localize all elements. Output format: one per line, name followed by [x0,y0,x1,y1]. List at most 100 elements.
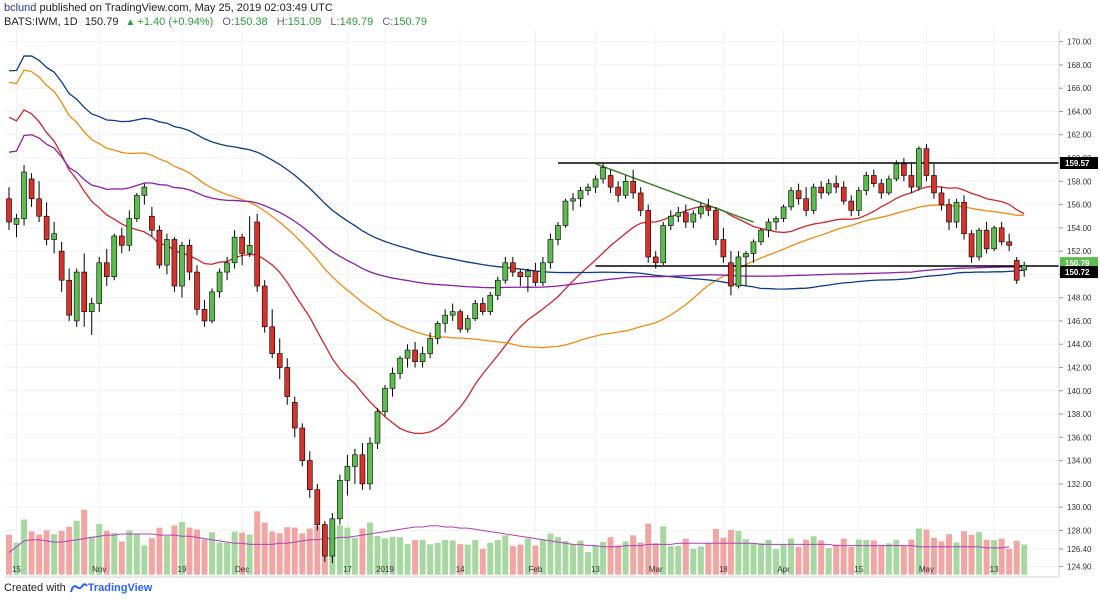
candle-body [818,186,824,194]
candle [13,213,20,238]
volume-bar [946,534,952,575]
candle [103,248,110,287]
volume-bar [224,542,231,575]
candle-body [555,225,561,240]
candle-body [224,262,230,273]
candle-body [457,311,464,330]
candle-body [96,262,103,304]
candle-body [938,192,945,205]
candle-body [848,200,855,211]
volume-bar [652,543,659,575]
tradingview-logo-icon[interactable] [69,583,88,593]
volume-bar [457,544,464,575]
candle-body [510,262,516,273]
candle-body [788,190,794,208]
volume-bar [419,539,426,575]
volume-bar [66,526,73,575]
candle [637,187,644,217]
volume-bar [592,545,599,575]
candle-body [886,178,892,194]
candle-body [427,338,433,354]
volume-bar [870,540,877,575]
candle-body [291,402,298,429]
candle-body [164,239,170,266]
candle-body [449,311,456,316]
price-axis: 124.90 126.40 128.00 130.00 132.00 134.00 136.… [1058,30,1092,577]
volume-bar [780,544,787,575]
candle-body [615,186,621,196]
candle [322,521,328,562]
candle-body [592,178,599,188]
candle [795,183,802,205]
candle [246,216,253,257]
candle [427,332,433,359]
candle [577,187,584,207]
price-label-box [1060,157,1098,170]
candle [517,268,524,287]
candle-body [1006,241,1012,246]
time-tick-label: Apr [777,565,790,574]
candle-body [322,524,328,557]
volume-bar [344,527,351,575]
candle-body [878,183,885,194]
candle [720,227,727,263]
volume-bar [246,534,253,575]
candle-body [156,229,163,266]
chart-header: bclund published on TradingView.com, May… [0,0,1100,30]
candle [645,204,652,263]
candle-body [652,256,659,264]
volume-bar [773,549,780,575]
volume-bar [953,542,960,575]
candle-body [389,373,396,389]
volume-bar [600,541,607,575]
volume-bar [758,543,764,575]
volume-bar [494,539,501,575]
candle [479,297,486,316]
price-tick-label: 170.00 [1067,38,1092,47]
candle [622,175,629,199]
candle [713,206,719,246]
candle [472,300,479,321]
volume-bar [607,537,614,575]
candle [607,169,614,193]
candle-body [728,262,734,287]
candle-body [314,489,321,525]
time-tick-label: Mar [649,565,663,574]
volume-bar [111,532,118,575]
candle-body [540,262,546,283]
author-name[interactable]: bclund [4,2,37,14]
last-price: 150.79 [84,16,119,28]
volume-bars [6,509,1028,575]
candle [186,239,193,281]
volume-bar [21,519,28,575]
candle [269,309,276,359]
candle [615,181,621,203]
volume-bar [976,532,983,575]
volume-bar [893,539,900,575]
candle [1013,256,1020,284]
candle [201,300,208,327]
volume-bar [314,525,321,575]
tradingview-brand[interactable]: TradingView [87,582,153,594]
candle-body [547,239,554,264]
candle-body [246,245,253,254]
candle-body [479,303,486,312]
candle-body [976,229,982,258]
candle [1006,233,1012,252]
candle [893,160,900,182]
open-value: 150.38 [233,16,268,28]
candle-body [126,218,133,246]
candle [931,163,937,199]
volume-bar [547,533,554,575]
volume-bar [727,529,734,575]
candle-body [329,518,336,557]
candle-body [186,245,193,273]
volume-bar [615,545,622,575]
candle [231,230,238,269]
volume-bar [554,537,561,575]
candle-body [585,186,591,191]
volume-bar [705,543,712,575]
volume-bar [472,539,479,575]
volume-bar [532,545,539,575]
time-tick-label: 15 [12,565,21,574]
